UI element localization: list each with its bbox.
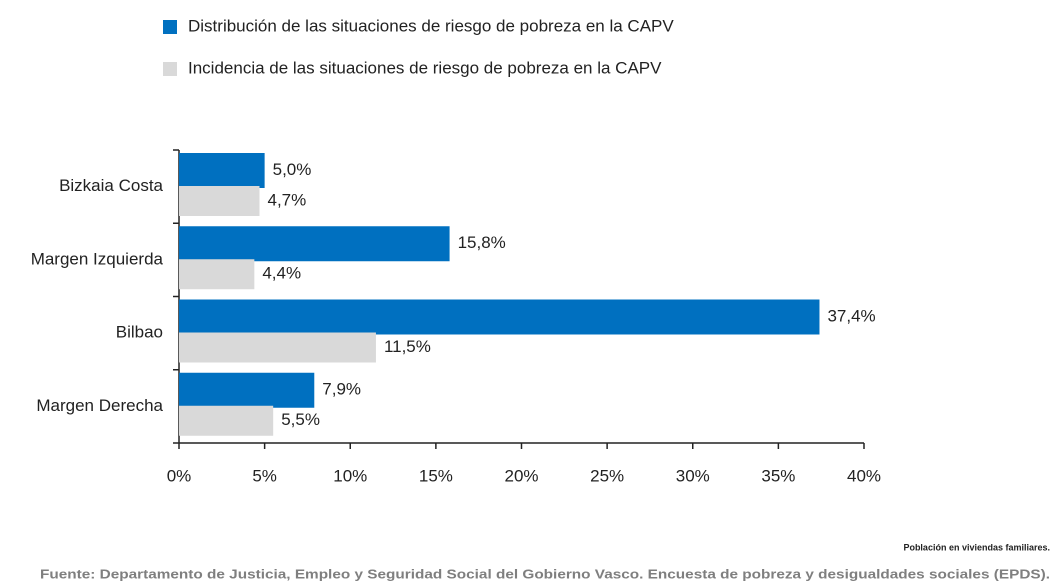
value-label: 11,5%: [384, 337, 431, 356]
bar: [179, 405, 274, 436]
category-label: Margen Izquierda: [31, 249, 164, 268]
x-tick-label: 30%: [676, 466, 710, 485]
bar: [179, 372, 315, 408]
category-label: Bizkaia Costa: [59, 176, 163, 195]
category-label: Bilbao: [116, 323, 163, 342]
x-tick-label: 25%: [590, 466, 624, 485]
value-label: 4,7%: [267, 190, 306, 209]
bar: [179, 299, 820, 335]
value-label: 5,5%: [281, 410, 320, 429]
value-label: 37,4%: [827, 306, 875, 325]
x-tick-label: 0%: [167, 466, 192, 485]
bar: [179, 259, 255, 290]
legend-swatch: [163, 20, 177, 34]
x-tick-label: 10%: [333, 466, 367, 485]
bar: [179, 186, 260, 216]
x-tick-label: 5%: [252, 466, 277, 485]
category-label: Margen Derecha: [36, 396, 163, 415]
legend-label: Incidencia de las situaciones de riesgo …: [188, 58, 662, 77]
bar: [179, 153, 265, 188]
x-tick-label: 35%: [761, 466, 795, 485]
bar: [179, 332, 376, 363]
value-label: 7,9%: [322, 380, 361, 399]
x-tick-label: 40%: [847, 466, 881, 485]
note: Población en viviendas familiares.: [903, 542, 1050, 552]
value-label: 4,4%: [262, 264, 301, 283]
legend-label: Distribución de las situaciones de riesg…: [188, 16, 674, 35]
x-tick-label: 20%: [504, 466, 538, 485]
bar: [179, 226, 450, 262]
value-label: 5,0%: [273, 160, 312, 179]
source: Fuente: Departamento de Justicia, Empleo…: [40, 566, 1050, 581]
value-label: 15,8%: [458, 233, 506, 252]
x-tick-label: 15%: [419, 466, 453, 485]
legend-swatch: [163, 62, 177, 76]
